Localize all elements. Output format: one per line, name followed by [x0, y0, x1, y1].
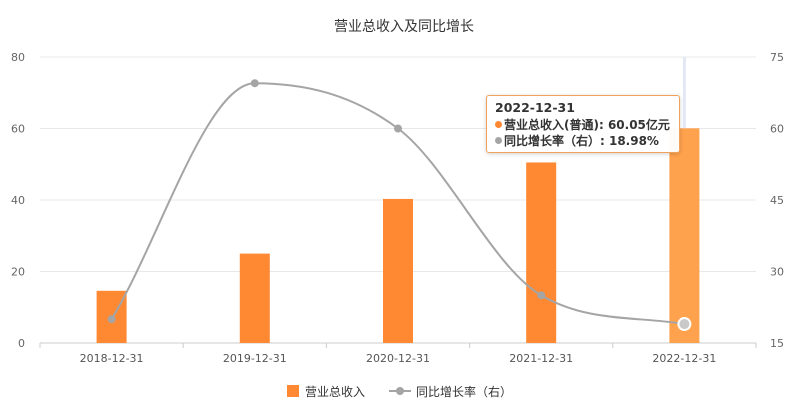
legend-line-label: 同比增长率（右） — [416, 384, 512, 399]
bar — [383, 198, 413, 343]
y-right-tick-label: 45 — [770, 194, 784, 207]
y-left-tick-label: 40 — [11, 194, 25, 207]
bar — [239, 253, 270, 343]
tooltip-bar-dot-icon — [495, 121, 502, 128]
bar — [526, 162, 557, 343]
chart-title: 营业总收入及同比增长 — [334, 19, 474, 35]
legend-line-dot — [396, 387, 404, 395]
y-left-tick-label: 20 — [11, 266, 25, 279]
line-point — [107, 315, 116, 324]
legend-bar-label: 营业总收入 — [305, 385, 365, 399]
tooltip-row-line: 同比增长率（右）: 18.98% — [495, 133, 671, 149]
line-point-highlight — [677, 317, 692, 332]
line-point — [537, 291, 546, 300]
x-tick-label: 2022-12-31 — [652, 352, 716, 365]
tooltip-line-dot-icon — [495, 137, 502, 144]
line-point — [394, 124, 402, 133]
y-right-tick-label: 60 — [770, 123, 784, 136]
y-left-tick-label: 0 — [18, 337, 25, 350]
y-right-tick-label: 75 — [770, 51, 784, 64]
tooltip-bar-text: 营业总收入(普通): 60.05亿元 — [504, 118, 670, 132]
x-tick-label: 2019-12-31 — [223, 352, 287, 365]
bar — [669, 128, 700, 343]
y-right-tick-label: 15 — [770, 337, 784, 350]
tooltip: 2022-12-31 营业总收入(普通): 60.05亿元 同比增长率（右）: … — [486, 95, 680, 153]
x-tick-label: 2018-12-31 — [80, 352, 144, 365]
legend-bar-swatch — [287, 385, 299, 397]
y-left-tick-label: 60 — [11, 123, 25, 136]
line-point — [250, 79, 259, 88]
tooltip-row-bar: 营业总收入(普通): 60.05亿元 — [495, 117, 671, 133]
x-tick-label: 2020-12-31 — [366, 352, 430, 365]
tooltip-line-text: 同比增长率（右）: 18.98% — [504, 134, 659, 148]
y-left-tick-label: 80 — [11, 51, 25, 64]
y-right-tick-label: 30 — [770, 266, 784, 279]
tooltip-date: 2022-12-31 — [495, 100, 575, 115]
x-tick-label: 2021-12-31 — [509, 352, 573, 365]
